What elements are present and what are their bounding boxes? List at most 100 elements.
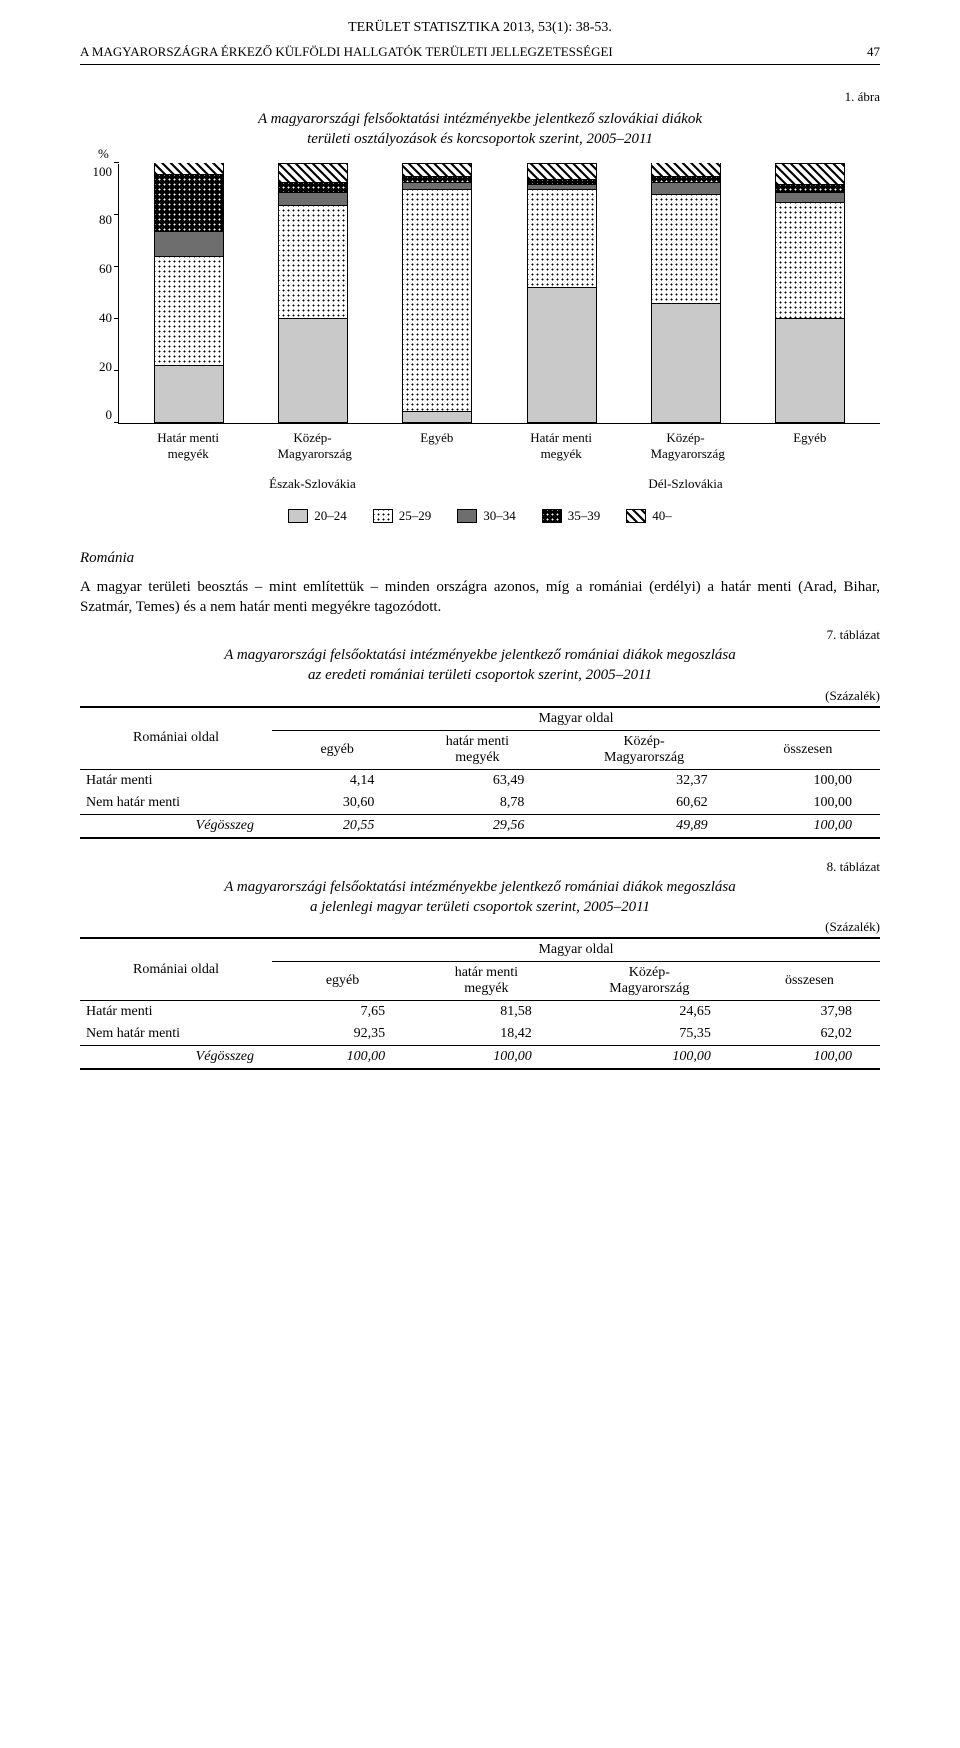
table-col-header: Közép-Magyarország — [560, 962, 739, 1001]
body-paragraph: A magyar területi beosztás – mint említe… — [80, 577, 880, 618]
table-row: Határ menti7,6581,5824,6537,98 — [80, 1001, 880, 1024]
legend-swatch — [373, 509, 393, 523]
table-cell: 8,78 — [402, 792, 552, 815]
y-tick-mark — [114, 214, 119, 215]
bar-segment — [652, 303, 720, 422]
bar-segment — [652, 163, 720, 176]
legend-label: 40– — [652, 508, 672, 524]
legend-swatch — [626, 509, 646, 523]
row-label: Nem határ menti — [80, 792, 272, 815]
table-cell: 100,00 — [736, 792, 880, 815]
table-spanning-header: Magyar oldal — [272, 938, 880, 962]
table-col-header: összesen — [739, 962, 880, 1001]
y-tick-mark — [114, 370, 119, 371]
table-col-header: határ mentimegyék — [413, 962, 560, 1001]
table8: Romániai oldalMagyar oldalegyébhatár men… — [80, 937, 880, 1070]
y-tick: 80 — [99, 212, 112, 228]
y-tick: 60 — [99, 261, 112, 277]
y-axis: 100806040200 — [80, 164, 118, 424]
table-cell: 63,49 — [402, 769, 552, 792]
table8-caption: 8. táblázat — [80, 859, 880, 875]
y-axis-unit: % — [98, 146, 109, 162]
bar-segment — [155, 231, 223, 257]
table-col-header: egyéb — [272, 730, 402, 769]
table-total-row: Végösszeg100,00100,00100,00100,00 — [80, 1046, 880, 1070]
bar-segment — [403, 182, 471, 190]
figure-title: A magyarországi felsőoktatási intézménye… — [80, 109, 880, 150]
bar-segment — [652, 194, 720, 302]
figure-caption: 1. ábra — [80, 89, 880, 105]
legend-label: 30–34 — [483, 508, 516, 524]
table7-title-line2: az eredeti romániai területi csoportok s… — [308, 667, 652, 683]
x-axis-labels: Határ mentimegyékKözép-MagyarországEgyéb… — [118, 424, 880, 463]
bar — [527, 163, 597, 423]
x-label: Közép-Magyarország — [650, 424, 720, 463]
row-label: Határ menti — [80, 769, 272, 792]
table-cell: 37,98 — [739, 1001, 880, 1024]
table-cell: 20,55 — [272, 814, 402, 838]
legend-label: 35–39 — [568, 508, 601, 524]
y-tick-mark — [114, 162, 119, 163]
bar-segment — [279, 318, 347, 421]
bar-segment — [279, 182, 347, 192]
table-cell: 18,42 — [413, 1023, 560, 1046]
bar-segment — [528, 164, 596, 179]
y-tick-mark — [114, 318, 119, 319]
y-tick-mark — [114, 422, 119, 423]
x-label: Egyéb — [775, 424, 845, 463]
plot-area — [118, 164, 880, 424]
table-cell: 100,00 — [272, 1046, 413, 1070]
bar-segment — [155, 174, 223, 231]
page-number: 47 — [867, 44, 880, 60]
x-label: Egyéb — [402, 424, 472, 463]
table-cell: 60,62 — [552, 792, 735, 815]
table-cell: 24,65 — [560, 1001, 739, 1024]
figure-title-line2: területi osztályozások és korcsoportok s… — [307, 131, 653, 147]
y-tick: 40 — [99, 310, 112, 326]
bar-segment — [528, 189, 596, 287]
y-tick: 20 — [99, 359, 112, 375]
table-cell: 75,35 — [560, 1023, 739, 1046]
legend-swatch — [288, 509, 308, 523]
legend-swatch — [542, 509, 562, 523]
chart-legend: 20–24 25–29 30–34 35–39 40– — [80, 508, 880, 524]
figure-title-line1: A magyarországi felsőoktatási intézménye… — [258, 111, 702, 127]
bar-segment — [776, 202, 844, 318]
legend-item: 25–29 — [373, 508, 432, 524]
legend-label: 20–24 — [314, 508, 347, 524]
bar-segment — [279, 205, 347, 319]
bar-segment — [155, 365, 223, 422]
bar-segment — [528, 287, 596, 421]
table-row: Határ menti4,1463,4932,37100,00 — [80, 769, 880, 792]
bar-segment — [279, 192, 347, 205]
table-cell: 100,00 — [560, 1046, 739, 1070]
total-label: Végösszeg — [80, 814, 272, 838]
running-head: A MAGYARORSZÁGRA ÉRKEZŐ KÜLFÖLDI HALLGAT… — [80, 44, 880, 60]
bar-segment — [776, 164, 844, 185]
bar — [278, 163, 348, 423]
table7-unit: (Százalék) — [80, 688, 880, 704]
table-cell: 4,14 — [272, 769, 402, 792]
table-rowheader: Romániai oldal — [80, 938, 272, 1001]
section-label: Románia — [80, 550, 880, 567]
bar-segment — [155, 256, 223, 364]
table8-title: A magyarországi felsőoktatási intézménye… — [80, 877, 880, 918]
table-row: Nem határ menti30,608,7860,62100,00 — [80, 792, 880, 815]
bar-segment — [403, 164, 471, 177]
table-cell: 30,60 — [272, 792, 402, 815]
total-label: Végösszeg — [80, 1046, 272, 1070]
table-cell: 7,65 — [272, 1001, 413, 1024]
table7: Romániai oldalMagyar oldalegyébhatár men… — [80, 706, 880, 839]
legend-swatch — [457, 509, 477, 523]
table-cell: 32,37 — [552, 769, 735, 792]
running-head-title: A MAGYARORSZÁGRA ÉRKEZŐ KÜLFÖLDI HALLGAT… — [80, 44, 847, 60]
region-labels: Észak-Szlovákia Dél-Szlovákia — [118, 476, 880, 492]
legend-item: 40– — [626, 508, 672, 524]
table-cell: 49,89 — [552, 814, 735, 838]
table-row: Nem határ menti92,3518,4275,3562,02 — [80, 1023, 880, 1046]
row-label: Nem határ menti — [80, 1023, 272, 1046]
x-label: Közép-Magyarország — [277, 424, 347, 463]
series-header: TERÜLET STATISZTIKA 2013, 53(1): 38-53. — [80, 20, 880, 36]
table8-title-line1: A magyarországi felsőoktatási intézménye… — [224, 879, 735, 895]
table8-title-line2: a jelenlegi magyar területi csoportok sz… — [310, 899, 650, 915]
